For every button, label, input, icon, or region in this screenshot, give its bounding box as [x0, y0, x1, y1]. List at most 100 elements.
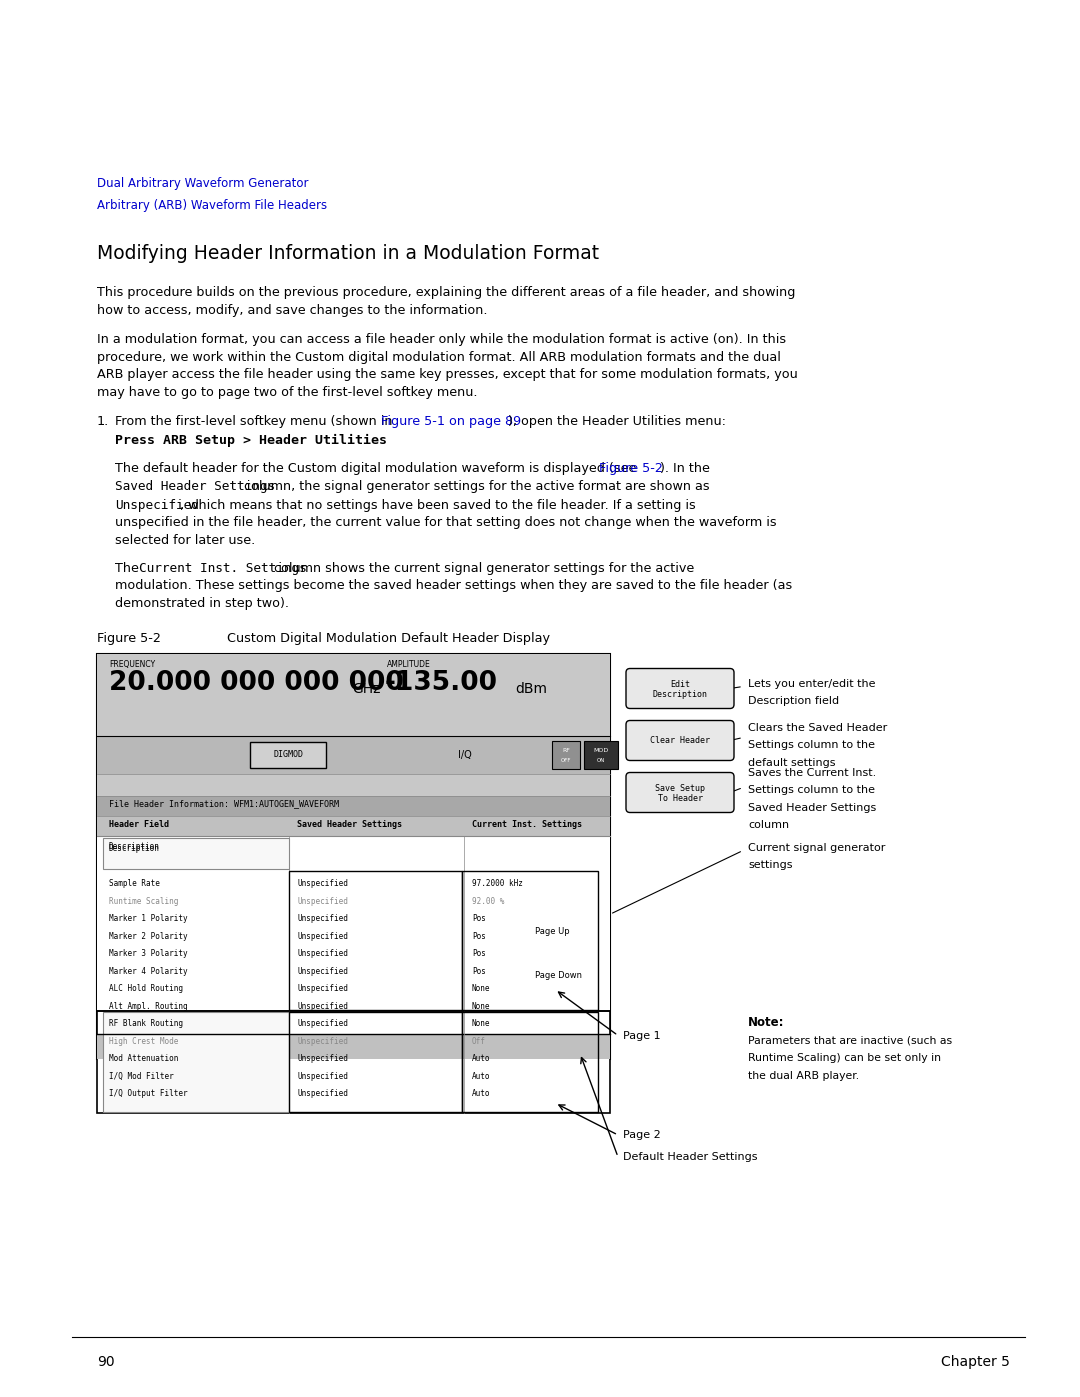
Text: None: None: [472, 1002, 490, 1010]
Text: how to access, modify, and save changes to the information.: how to access, modify, and save changes …: [97, 303, 487, 317]
Text: Description: Description: [109, 841, 160, 851]
Text: procedure, we work within the Custom digital modulation format. All ARB modulati: procedure, we work within the Custom dig…: [97, 351, 781, 363]
Text: Figure 5-2: Figure 5-2: [97, 631, 161, 644]
Bar: [97, 1010, 610, 1113]
Text: Figure 5-2: Figure 5-2: [599, 461, 663, 475]
Text: Auto: Auto: [472, 1071, 490, 1081]
Text: Unspecified: Unspecified: [297, 914, 348, 923]
Bar: [584, 740, 618, 768]
Text: GHz: GHz: [352, 682, 380, 696]
Text: Page Up: Page Up: [535, 928, 569, 936]
Text: Note:: Note:: [748, 1016, 784, 1028]
Text: I/Q Mod Filter: I/Q Mod Filter: [109, 1071, 174, 1081]
Text: The: The: [114, 562, 143, 574]
Text: column shows the current signal generator settings for the active: column shows the current signal generato…: [270, 562, 694, 574]
Text: AMPLITUDE: AMPLITUDE: [387, 659, 431, 669]
Text: Sample Rate: Sample Rate: [109, 879, 160, 888]
Text: Unspecified: Unspecified: [297, 932, 348, 940]
Text: File Header Information: WFM1:AUTOGEN_WAVEFORM: File Header Information: WFM1:AUTOGEN_WA…: [109, 799, 339, 809]
Text: Auto: Auto: [472, 1055, 490, 1063]
Text: Description field: Description field: [748, 696, 839, 705]
Text: Unspecified: Unspecified: [297, 1090, 348, 1098]
Text: From the first-level softkey menu (shown in: From the first-level softkey menu (shown…: [114, 415, 396, 427]
Text: FREQUENCY: FREQUENCY: [109, 659, 156, 669]
Text: ON: ON: [597, 757, 605, 763]
Text: Description: Description: [652, 690, 707, 700]
Text: Current Inst. Settings: Current Inst. Settings: [472, 820, 582, 828]
Text: High Crest Mode: High Crest Mode: [109, 1037, 178, 1045]
Text: default settings: default settings: [748, 757, 836, 767]
Text: MOD: MOD: [593, 747, 609, 753]
Text: Dual Arbitrary Waveform Generator: Dual Arbitrary Waveform Generator: [97, 177, 309, 190]
Text: Press ARB Setup > Header Utilities: Press ARB Setup > Header Utilities: [114, 433, 387, 447]
Text: I/Q Output Filter: I/Q Output Filter: [109, 1090, 188, 1098]
Text: To Header: To Header: [658, 795, 702, 803]
FancyBboxPatch shape: [626, 669, 734, 708]
Text: Alt Ampl. Routing: Alt Ampl. Routing: [109, 1002, 188, 1010]
Text: I/Q: I/Q: [458, 750, 472, 760]
Text: Mod Attenuation: Mod Attenuation: [109, 1055, 178, 1063]
Text: Pos: Pos: [472, 914, 486, 923]
Text: Pos: Pos: [472, 932, 486, 940]
Text: Default Header Settings: Default Header Settings: [623, 1153, 757, 1162]
Text: Page 2: Page 2: [623, 1130, 661, 1140]
Text: RF: RF: [562, 747, 570, 753]
Text: Chapter 5: Chapter 5: [941, 1355, 1010, 1369]
Text: Unspecified: Unspecified: [297, 983, 348, 993]
Text: Unspecified: Unspecified: [297, 1020, 348, 1028]
Text: Saves the Current Inst.: Saves the Current Inst.: [748, 767, 876, 778]
FancyBboxPatch shape: [97, 654, 610, 1059]
Text: Unspecified: Unspecified: [114, 499, 199, 511]
Text: modulation. These settings become the saved header settings when they are saved : modulation. These settings become the sa…: [114, 578, 793, 592]
Text: Saved Header Settings: Saved Header Settings: [748, 802, 876, 813]
Bar: [97, 1034, 610, 1059]
FancyBboxPatch shape: [103, 837, 289, 869]
Text: Figure 5-1 on page 89: Figure 5-1 on page 89: [381, 415, 522, 427]
Text: Off: Off: [472, 1037, 486, 1045]
FancyBboxPatch shape: [249, 742, 326, 767]
Text: column, the signal generator settings for the active format are shown as: column, the signal generator settings fo…: [240, 481, 710, 493]
Text: Unspecified: Unspecified: [297, 1002, 348, 1010]
Text: settings: settings: [748, 861, 793, 870]
Text: Runtime Scaling) can be set only in: Runtime Scaling) can be set only in: [748, 1053, 941, 1063]
Text: , which means that no settings have been saved to the file header. If a setting : , which means that no settings have been…: [180, 499, 697, 511]
Text: Clears the Saved Header: Clears the Saved Header: [748, 722, 888, 732]
Text: Runtime Scaling: Runtime Scaling: [109, 897, 178, 905]
Text: Marker 3 Polarity: Marker 3 Polarity: [109, 949, 188, 958]
Bar: [97, 735, 610, 774]
Text: 1.: 1.: [97, 415, 109, 427]
Text: Unspecified: Unspecified: [297, 897, 348, 905]
Text: 97.2000 kHz: 97.2000 kHz: [472, 879, 523, 888]
Text: Settings column to the: Settings column to the: [748, 785, 875, 795]
Text: Marker 1 Polarity: Marker 1 Polarity: [109, 914, 188, 923]
Text: DIGMOD: DIGMOD: [273, 750, 303, 759]
Bar: [97, 795, 610, 816]
Bar: [552, 740, 580, 768]
Text: 92.00 %: 92.00 %: [472, 897, 504, 905]
Text: Pos: Pos: [472, 967, 486, 975]
Text: Saved Header Settings: Saved Header Settings: [297, 820, 402, 828]
Text: Settings column to the: Settings column to the: [748, 740, 875, 750]
Text: Modifying Header Information in a Modulation Format: Modifying Header Information in a Modula…: [97, 244, 599, 263]
Text: Auto: Auto: [472, 1090, 490, 1098]
Text: None: None: [472, 983, 490, 993]
Text: -135.00: -135.00: [384, 669, 498, 696]
Text: Clear Header: Clear Header: [650, 736, 710, 745]
Text: Unspecified: Unspecified: [297, 1055, 348, 1063]
Text: ). In the: ). In the: [660, 461, 710, 475]
Text: This procedure builds on the previous procedure, explaining the different areas : This procedure builds on the previous pr…: [97, 286, 795, 299]
Text: None: None: [472, 1020, 490, 1028]
Text: RF Blank Routing: RF Blank Routing: [109, 1020, 183, 1028]
Text: The default header for the Custom digital modulation waveform is displayed (see: The default header for the Custom digita…: [114, 461, 640, 475]
Text: Pos: Pos: [472, 949, 486, 958]
Text: Arbitrary (ARB) Waveform File Headers: Arbitrary (ARB) Waveform File Headers: [97, 198, 327, 212]
Text: selected for later use.: selected for later use.: [114, 534, 255, 546]
Text: Current signal generator: Current signal generator: [748, 842, 886, 852]
Bar: [97, 835, 610, 1010]
Text: 90: 90: [97, 1355, 114, 1369]
Text: Lets you enter/edit the: Lets you enter/edit the: [748, 679, 876, 689]
Text: Custom Digital Modulation Default Header Display: Custom Digital Modulation Default Header…: [227, 631, 550, 644]
Text: dBm: dBm: [515, 682, 546, 696]
Text: Save Setup: Save Setup: [654, 784, 705, 793]
Text: In a modulation format, you can access a file header only while the modulation f: In a modulation format, you can access a…: [97, 332, 786, 346]
